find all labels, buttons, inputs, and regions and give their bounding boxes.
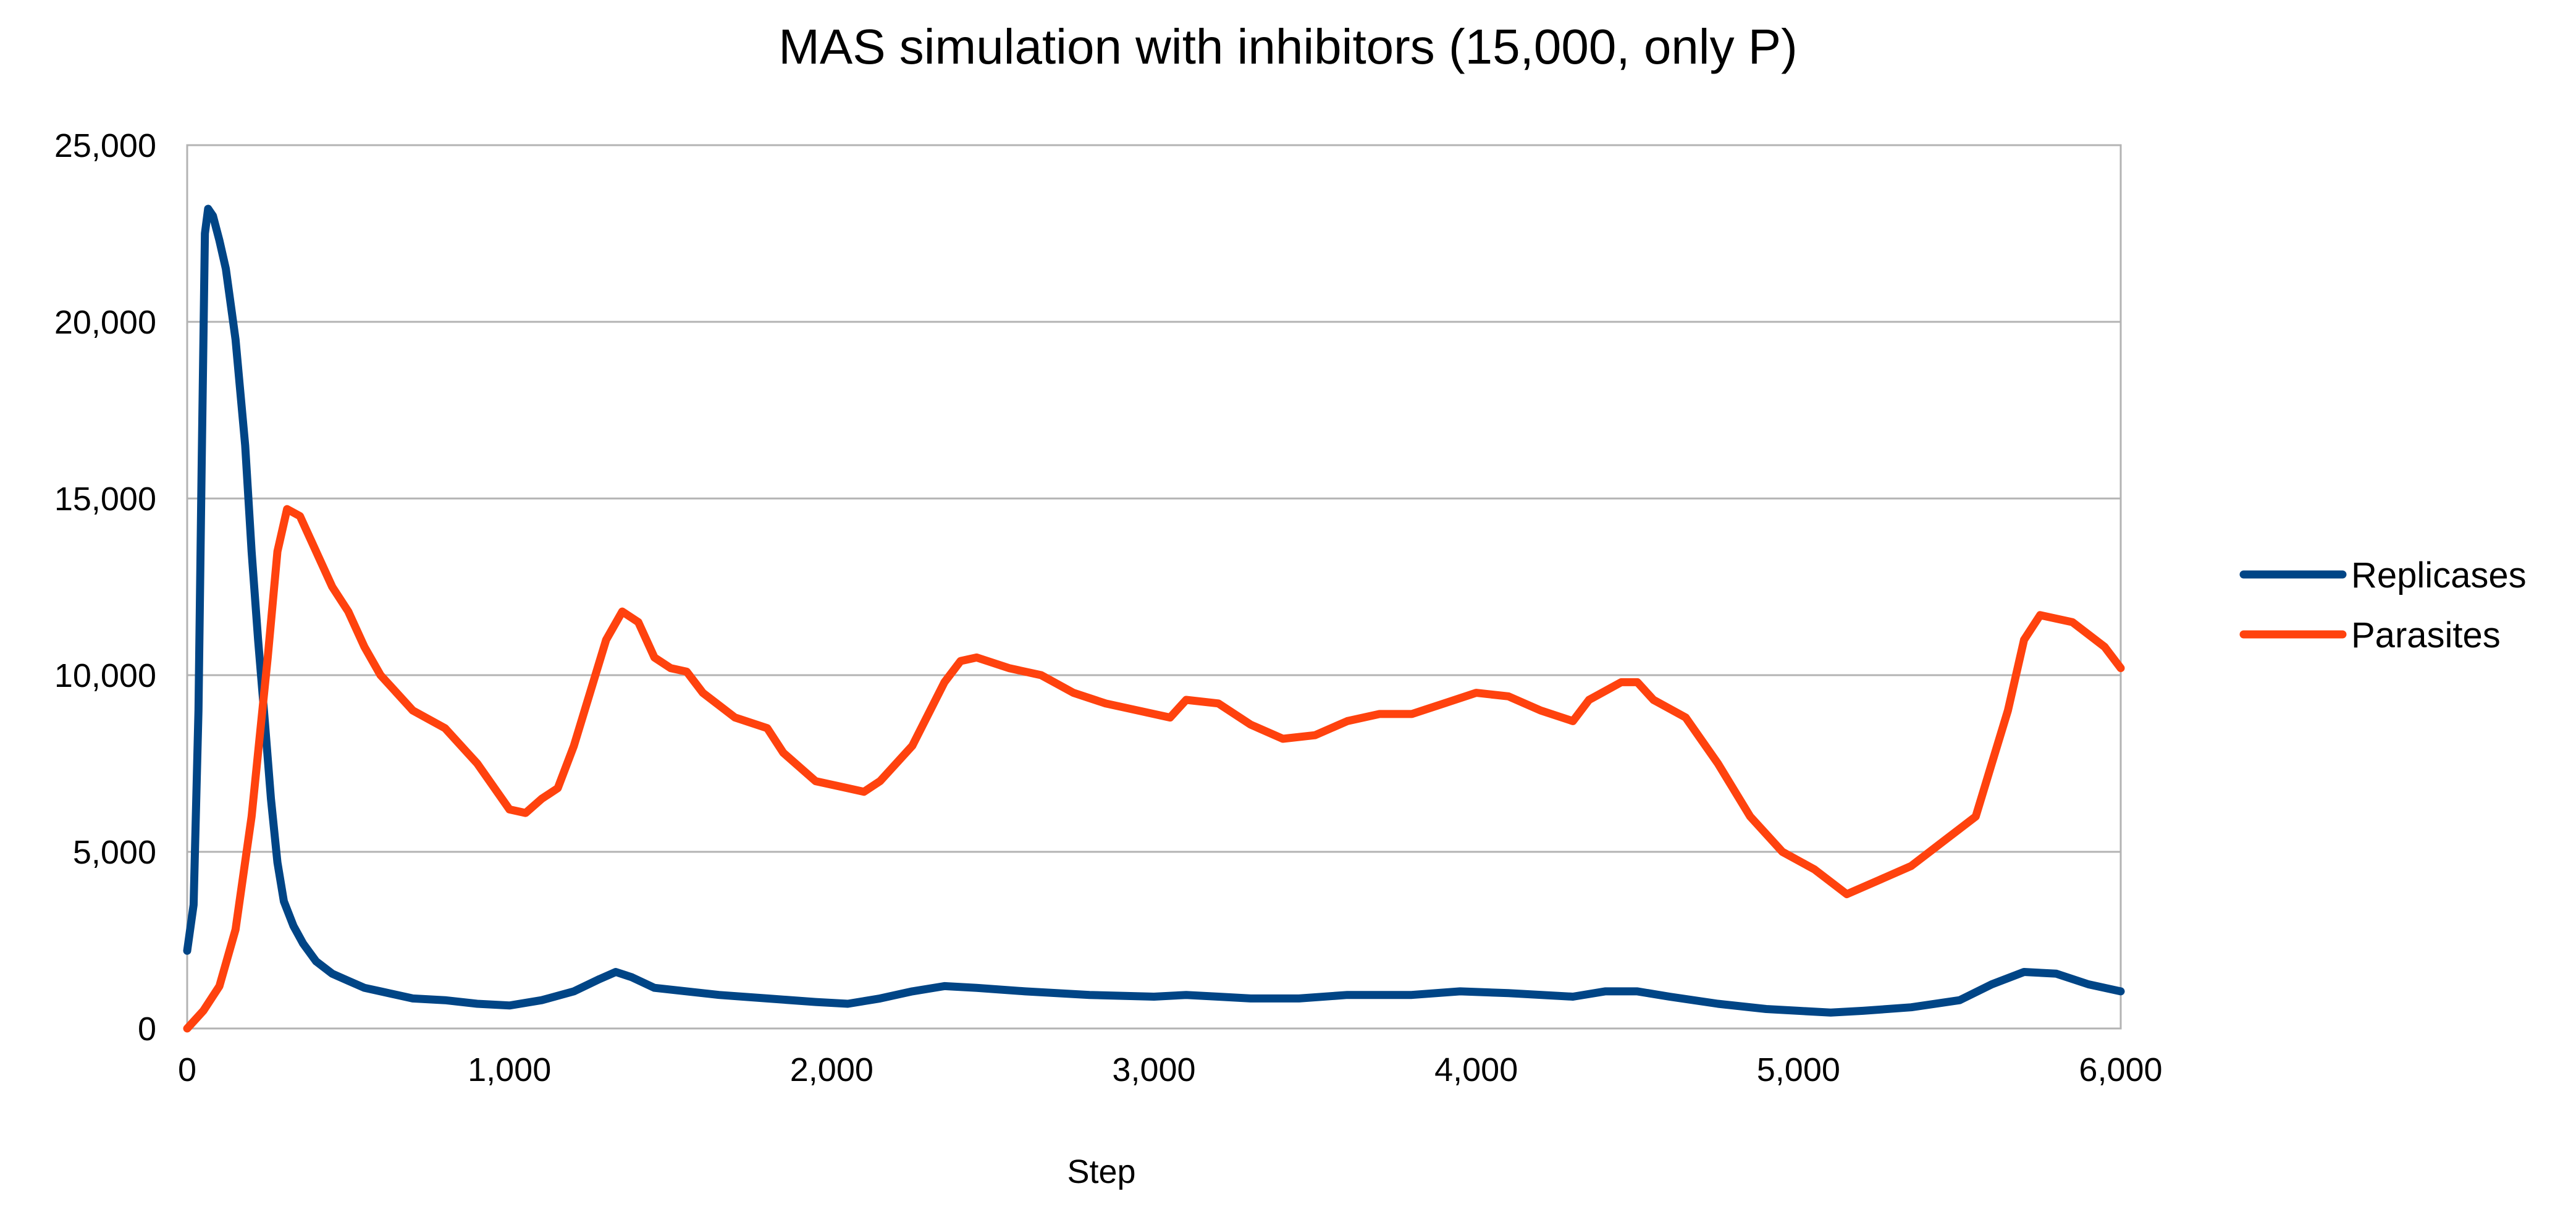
legend-label-replicases: Replicases [2351, 555, 2527, 595]
y-tick-label: 15,000 [54, 481, 156, 518]
y-tick-label: 20,000 [54, 304, 156, 341]
x-tick-label: 1,000 [468, 1051, 551, 1088]
x-tick-label: 2,000 [790, 1051, 873, 1088]
chart-title: MAS simulation with inhibitors (15,000, … [778, 19, 1798, 74]
x-tick-label: 5,000 [1757, 1051, 1840, 1088]
plot-area-border [186, 144, 2122, 1030]
x-tick-label: 6,000 [2079, 1051, 2162, 1088]
x-tick-label: 4,000 [1434, 1051, 1518, 1088]
y-tick-label: 0 [138, 1011, 156, 1048]
series-line-replicases [183, 204, 2125, 1017]
x-axis-label: Step [1067, 1153, 1135, 1190]
x-tick-label: 3,000 [1112, 1051, 1195, 1088]
legend-item-replicases: Replicases [2239, 555, 2527, 595]
series-layer [183, 204, 2125, 1033]
legend: Replicases Parasites [2239, 555, 2527, 655]
series-line-parasites [183, 505, 2125, 1033]
y-axis-tick-labels: 0 5,000 10,000 15,000 20,000 25,000 [54, 127, 156, 1048]
x-axis-tick-labels: 0 1,000 2,000 3,000 4,000 5,000 6,000 [178, 1051, 2163, 1088]
x-tick-label: 0 [178, 1051, 196, 1088]
legend-label-parasites: Parasites [2351, 615, 2501, 655]
legend-item-parasites: Parasites [2239, 615, 2501, 655]
y-tick-label: 10,000 [54, 657, 156, 694]
gridlines [187, 144, 2121, 1030]
y-tick-label: 5,000 [73, 834, 156, 871]
y-tick-label: 25,000 [54, 127, 156, 164]
